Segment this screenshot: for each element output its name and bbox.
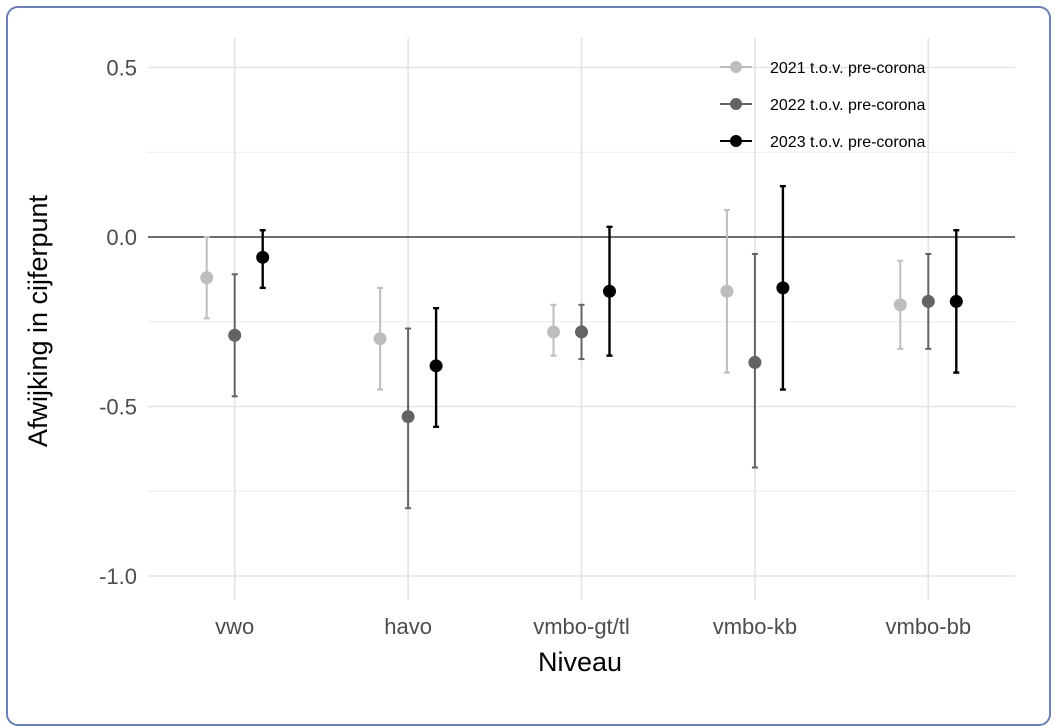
- y-tick-label: 0.0: [106, 225, 137, 250]
- y-axis-title: Afwijking in cijferpunt: [23, 194, 53, 447]
- y-axis-ticks: 0.5 0.0 -0.5 -1.0: [99, 56, 137, 590]
- x-axis-ticks: vwo havo vmbo-gt/tl vmbo-kb vmbo-bb: [215, 614, 971, 639]
- legend-key-dot: [730, 61, 742, 73]
- legend-key-dot: [730, 135, 742, 147]
- data-point: [401, 410, 415, 424]
- legend-label: 2022 t.o.v. pre-corona: [770, 97, 925, 114]
- data-point: [949, 294, 963, 308]
- x-tick-label: vmbo-gt/tl: [533, 614, 630, 639]
- data-point: [720, 284, 734, 298]
- x-tick-label: havo: [384, 614, 432, 639]
- data-point: [429, 359, 443, 373]
- data-point: [893, 298, 907, 312]
- data-point: [921, 294, 935, 308]
- y-tick-label: -1.0: [99, 564, 137, 589]
- chart-marks: [200, 184, 963, 510]
- y-tick-label: -0.5: [99, 395, 137, 420]
- data-point: [373, 332, 387, 346]
- x-tick-label: vmbo-bb: [886, 614, 972, 639]
- data-point: [748, 355, 762, 369]
- x-tick-label: vwo: [215, 614, 254, 639]
- legend: 2021 t.o.v. pre-corona 2022 t.o.v. pre-co…: [720, 60, 925, 151]
- data-point: [256, 250, 270, 264]
- y-tick-label: 0.5: [106, 56, 137, 81]
- data-point: [547, 325, 560, 339]
- data-point: [776, 281, 790, 295]
- x-axis-title: Niveau: [538, 647, 622, 677]
- legend-key-dot: [730, 98, 742, 110]
- legend-label: 2023 t.o.v. pre-corona: [770, 134, 925, 151]
- data-point: [228, 328, 242, 342]
- chart-frame: [6, 6, 1051, 726]
- data-point: [575, 325, 588, 339]
- legend-label: 2021 t.o.v. pre-corona: [770, 60, 925, 77]
- data-point: [200, 271, 214, 285]
- data-point: [603, 284, 616, 298]
- x-tick-label: vmbo-kb: [713, 614, 797, 639]
